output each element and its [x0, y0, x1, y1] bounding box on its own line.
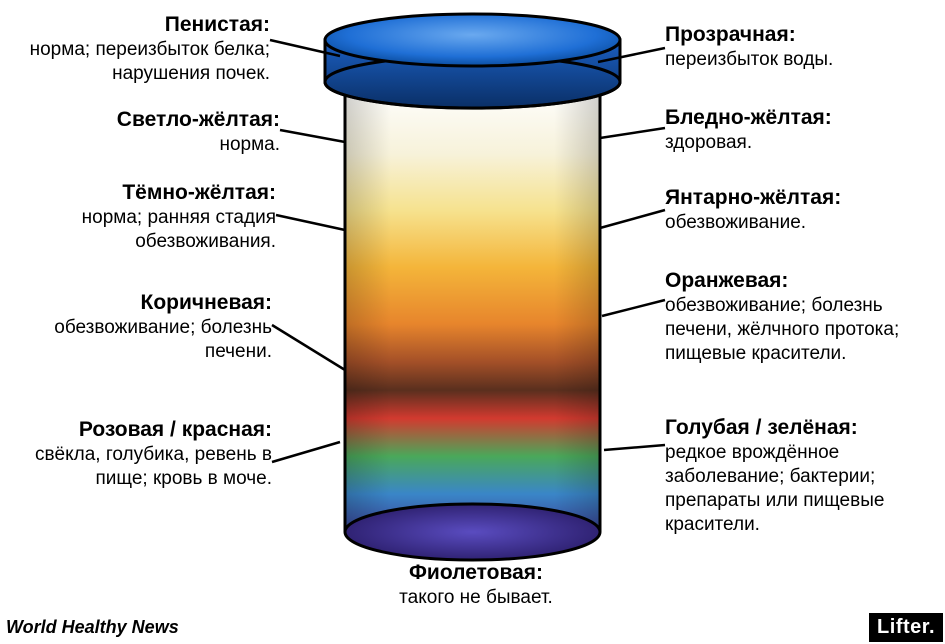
label-desc: обезвоживание; болезнь печени, жёлчного …: [665, 295, 899, 364]
label-desc: такого не бывает.: [399, 587, 553, 608]
diagram-container: Пенистая: норма; переизбыток белка; нару…: [0, 0, 945, 644]
label-transparent: Прозрачная: переизбыток воды.: [665, 22, 925, 72]
label-violet: Фиолетовая: такого не бывает.: [336, 560, 616, 610]
label-desc: здоровая.: [665, 132, 752, 153]
label-title: Фиолетовая:: [409, 561, 543, 584]
cylinder: [320, 10, 625, 590]
label-desc: норма.: [219, 134, 280, 155]
footer-brand: Lifter.: [869, 613, 943, 642]
label-title: Голубая / зелёная:: [665, 416, 858, 439]
label-title: Коричневая:: [141, 291, 273, 314]
label-title: Тёмно-жёлтая:: [122, 181, 276, 204]
label-title: Прозрачная:: [665, 23, 796, 46]
label-title: Бледно-жёлтая:: [665, 106, 832, 129]
label-title: Розовая / красная:: [79, 418, 272, 441]
label-foamy: Пенистая: норма; переизбыток белка; нару…: [10, 12, 270, 86]
cylinder-svg: [320, 10, 625, 590]
label-desc: редкое врождённое заболевание; бактерии;…: [665, 442, 884, 534]
label-amber: Янтарно-жёлтая: обезвоживание.: [665, 185, 925, 235]
label-desc: обезвоживание.: [665, 212, 806, 233]
label-dark-yellow: Тёмно-жёлтая: норма; ранняя стадия обезв…: [6, 180, 276, 254]
label-desc: норма; переизбыток белка; нарушения поче…: [30, 39, 270, 84]
label-desc: переизбыток воды.: [665, 49, 833, 70]
label-light-yellow: Светло-жёлтая: норма.: [30, 107, 280, 157]
label-title: Пенистая:: [165, 13, 270, 36]
label-desc: свёкла, голубика, ревень в пище; кровь в…: [35, 444, 272, 489]
label-desc: норма; ранняя стадия обезвоживания.: [82, 207, 276, 252]
footer-source: World Healthy News: [6, 617, 179, 638]
label-title: Оранжевая:: [665, 269, 788, 292]
label-brown: Коричневая: обезвоживание; болезнь печен…: [42, 290, 272, 364]
label-desc: обезвоживание; болезнь печени.: [54, 317, 272, 362]
label-orange: Оранжевая: обезвоживание; болезнь печени…: [665, 268, 945, 366]
label-pink-red: Розовая / красная: свёкла, голубика, рев…: [12, 417, 272, 491]
label-title: Янтарно-жёлтая:: [665, 186, 841, 209]
label-title: Светло-жёлтая:: [117, 108, 280, 131]
label-pale-yellow: Бледно-жёлтая: здоровая.: [665, 105, 925, 155]
label-blue-green: Голубая / зелёная: редкое врождённое заб…: [665, 415, 945, 536]
